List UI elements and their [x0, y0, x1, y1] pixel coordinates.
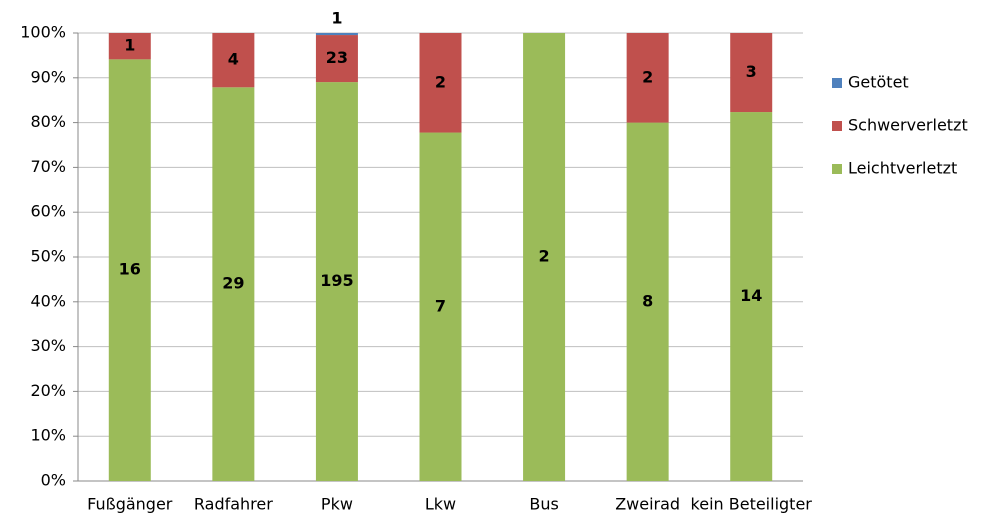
bar-segment — [523, 33, 566, 481]
bar-segment — [108, 33, 151, 60]
legend-label: Leichtverletzt — [848, 159, 957, 178]
data-label: 14 — [740, 286, 762, 305]
x-tick-label: kein Beteiligter — [691, 495, 813, 514]
y-tick-label: 100% — [20, 23, 66, 42]
data-label: 4 — [228, 50, 239, 69]
x-tick-label: Pkw — [321, 495, 353, 514]
bar-segment — [315, 35, 358, 83]
data-label: 1 — [124, 36, 135, 55]
bar-segment — [315, 82, 358, 482]
y-tick-label: 20% — [30, 381, 66, 400]
data-label: 3 — [746, 62, 757, 81]
data-label: 23 — [326, 48, 348, 67]
bar-segment — [108, 59, 151, 482]
data-label: 8 — [642, 291, 653, 310]
y-tick-label: 0% — [41, 471, 66, 490]
bar-segment — [419, 132, 462, 482]
x-tick-label: Zweirad — [615, 495, 680, 514]
legend-label: Getötet — [848, 73, 909, 92]
legend-swatch — [832, 164, 842, 174]
bar-segment — [419, 33, 462, 133]
legend-swatch — [832, 121, 842, 131]
data-label: 195 — [320, 271, 353, 290]
x-tick-label: Bus — [529, 495, 558, 514]
y-tick-label: 30% — [30, 336, 66, 355]
bar-segment — [212, 33, 255, 88]
bar-segment — [315, 33, 358, 36]
y-tick-label: 70% — [30, 157, 66, 176]
y-tick-label: 90% — [30, 67, 66, 86]
data-label: 7 — [435, 296, 446, 315]
x-tick-label: Lkw — [425, 495, 456, 514]
data-label: 2 — [642, 67, 653, 86]
legend-label: Schwerverletzt — [848, 116, 968, 135]
y-tick-label: 40% — [30, 291, 66, 310]
bar-segment — [626, 33, 669, 123]
legend-swatch — [832, 78, 842, 88]
data-label: 2 — [539, 247, 550, 266]
data-label: 16 — [119, 260, 141, 279]
y-tick-label: 10% — [30, 426, 66, 445]
y-tick-label: 60% — [30, 202, 66, 221]
x-tick-label: Fußgänger — [87, 495, 173, 514]
bar-segment — [730, 33, 773, 113]
y-tick-label: 80% — [30, 112, 66, 131]
x-tick-label: Radfahrer — [194, 495, 273, 514]
y-tick-label: 50% — [30, 247, 66, 266]
data-label: 29 — [222, 274, 244, 293]
bar-segment — [730, 112, 773, 481]
data-label: 2 — [435, 72, 446, 91]
bar-segment — [212, 87, 255, 481]
data-label: 1 — [331, 9, 342, 28]
bar-segment — [626, 122, 669, 481]
